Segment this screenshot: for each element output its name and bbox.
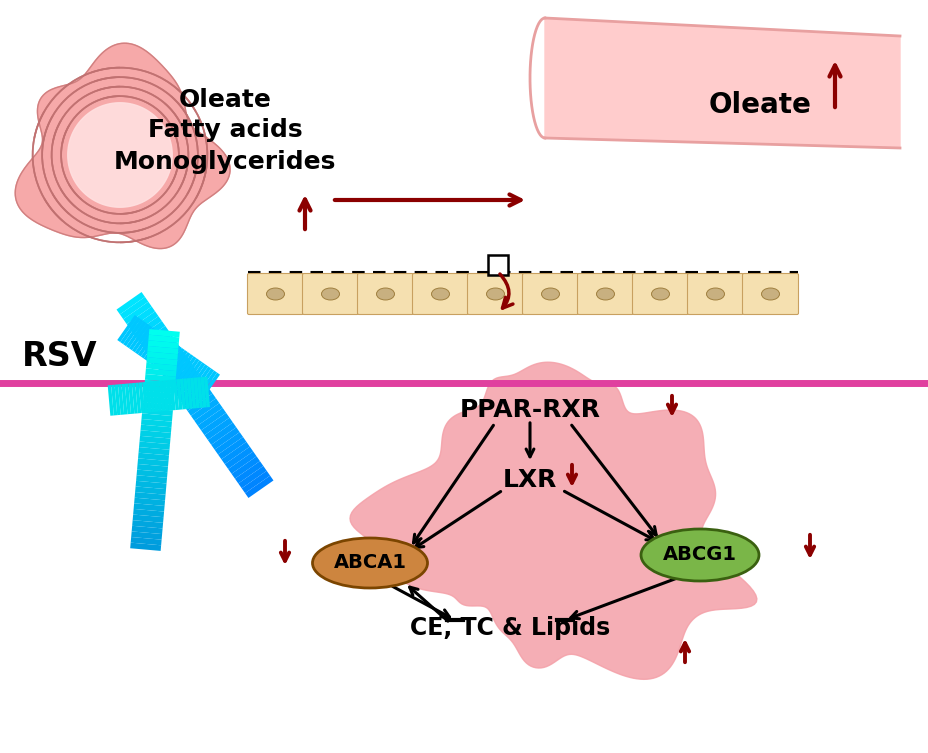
Ellipse shape: [640, 529, 758, 581]
Text: ABCG1: ABCG1: [663, 545, 736, 565]
FancyBboxPatch shape: [247, 273, 303, 315]
Polygon shape: [545, 18, 899, 148]
FancyBboxPatch shape: [467, 273, 523, 315]
FancyBboxPatch shape: [741, 273, 798, 315]
Text: CE, TC & Lipids: CE, TC & Lipids: [409, 616, 610, 640]
Ellipse shape: [312, 538, 427, 588]
Polygon shape: [68, 102, 172, 207]
Ellipse shape: [431, 288, 449, 300]
Text: Monoglycerides: Monoglycerides: [114, 150, 336, 174]
Text: Oleate: Oleate: [708, 91, 810, 119]
Text: LXR: LXR: [502, 468, 557, 492]
FancyBboxPatch shape: [303, 273, 358, 315]
Ellipse shape: [376, 288, 394, 300]
Ellipse shape: [761, 288, 779, 300]
Text: Oleate: Oleate: [178, 88, 271, 112]
Polygon shape: [350, 362, 756, 679]
Ellipse shape: [541, 288, 559, 300]
Text: RSV: RSV: [22, 340, 97, 373]
Text: Fatty acids: Fatty acids: [148, 118, 302, 142]
FancyBboxPatch shape: [412, 273, 468, 315]
Ellipse shape: [321, 288, 339, 300]
Text: ABCA1: ABCA1: [333, 553, 406, 572]
FancyBboxPatch shape: [632, 273, 688, 315]
FancyBboxPatch shape: [357, 273, 413, 315]
Bar: [487, 255, 508, 275]
Ellipse shape: [486, 288, 504, 300]
Ellipse shape: [596, 288, 613, 300]
FancyBboxPatch shape: [522, 273, 578, 315]
Ellipse shape: [266, 288, 284, 300]
Ellipse shape: [705, 288, 724, 300]
Ellipse shape: [651, 288, 669, 300]
FancyBboxPatch shape: [687, 273, 742, 315]
FancyBboxPatch shape: [577, 273, 633, 315]
Polygon shape: [15, 43, 230, 248]
Text: PPAR-RXR: PPAR-RXR: [459, 398, 599, 422]
